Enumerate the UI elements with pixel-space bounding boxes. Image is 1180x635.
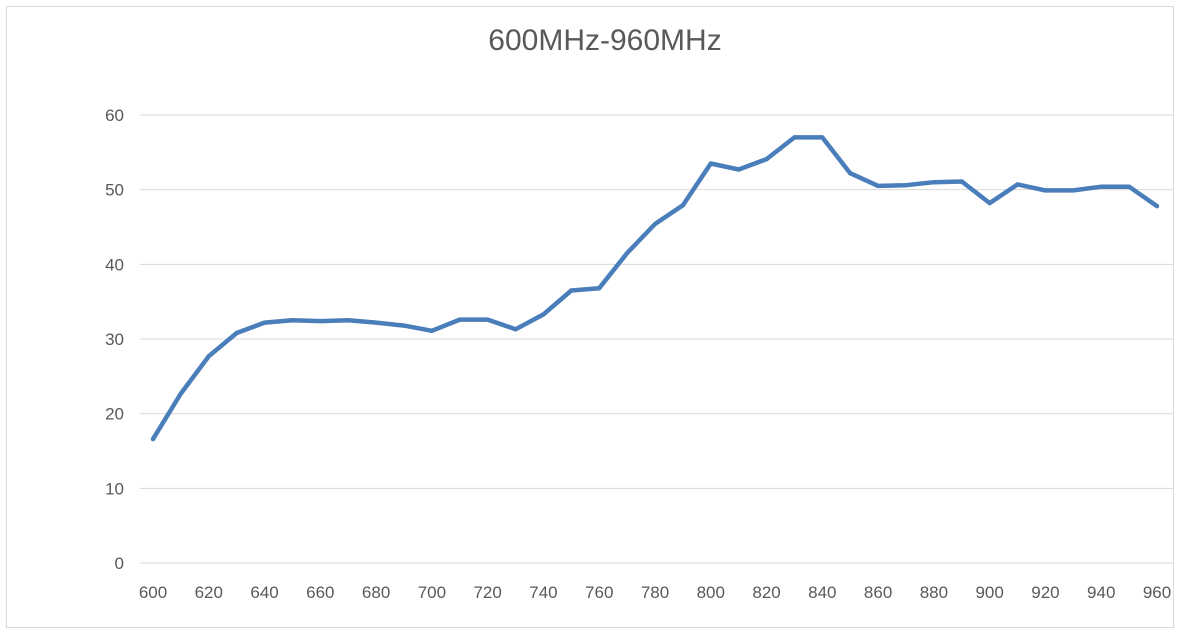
x-tick-label: 640 (250, 583, 278, 602)
data-point (1015, 182, 1020, 187)
y-tick-label: 0 (115, 554, 124, 573)
data-point (541, 312, 546, 317)
x-tick-label: 600 (139, 583, 167, 602)
x-tick-label: 840 (808, 583, 836, 602)
x-tick-label: 780 (641, 583, 669, 602)
y-tick-label: 10 (105, 479, 124, 498)
data-point (848, 171, 853, 176)
x-tick-label: 660 (306, 583, 334, 602)
data-point (792, 135, 797, 140)
x-tick-label: 700 (418, 583, 446, 602)
x-tick-label: 880 (920, 583, 948, 602)
x-tick-label: 740 (529, 583, 557, 602)
data-point (1099, 184, 1104, 189)
data-point (513, 327, 518, 332)
data-point (569, 288, 574, 293)
data-point (931, 180, 936, 185)
data-point (820, 135, 825, 140)
data-point (262, 320, 267, 325)
series-layer (150, 135, 1160, 442)
x-tick-label: 920 (1031, 583, 1059, 602)
y-tick-label: 30 (105, 330, 124, 349)
data-point (457, 317, 462, 322)
y-tick-label: 60 (105, 106, 124, 125)
x-tick-label: 760 (585, 583, 613, 602)
x-tick-label: 820 (752, 583, 780, 602)
x-axis-ticks: 600 620 640 660 680 700 720 740 760 780 800 820 840 8… (139, 583, 1171, 602)
x-tick-label: 800 (697, 583, 725, 602)
data-point (374, 320, 379, 325)
chart-title: 600MHz-960MHz (488, 24, 721, 57)
data-point (959, 179, 964, 184)
data-point (151, 437, 155, 442)
data-point (485, 317, 490, 322)
data-point (1043, 188, 1048, 193)
data-point (653, 222, 657, 227)
data-point (234, 331, 239, 336)
grid-layer (140, 114, 1173, 564)
data-point (987, 201, 992, 206)
data-point (764, 157, 769, 162)
data-point (206, 354, 211, 359)
data-point (402, 323, 406, 328)
y-tick-label: 50 (105, 181, 124, 200)
series-line (150, 135, 1160, 442)
data-point (346, 318, 351, 323)
data-point (1071, 188, 1076, 193)
data-point (708, 161, 713, 166)
x-tick-label: 720 (473, 583, 501, 602)
data-point (1155, 204, 1159, 209)
data-point (178, 391, 183, 396)
x-tick-label: 860 (864, 583, 892, 602)
data-point (1127, 184, 1132, 189)
data-point (597, 286, 602, 291)
data-point (429, 328, 434, 333)
x-tick-label: 900 (975, 583, 1003, 602)
x-tick-label: 960 (1143, 583, 1171, 602)
x-tick-label: 940 (1087, 583, 1115, 602)
chart-frame (6, 6, 1174, 628)
x-tick-label: 680 (362, 583, 390, 602)
y-tick-label: 20 (105, 405, 124, 424)
data-point (290, 318, 295, 323)
data-point (736, 167, 741, 172)
data-point (680, 203, 685, 208)
data-point (318, 319, 323, 324)
data-point (876, 183, 881, 188)
data-point (625, 251, 630, 256)
data-point (904, 183, 908, 188)
y-tick-label: 40 (105, 255, 124, 274)
x-tick-label: 620 (195, 583, 223, 602)
y-axis-ticks: 0 10 20 30 40 50 60 (105, 106, 124, 573)
